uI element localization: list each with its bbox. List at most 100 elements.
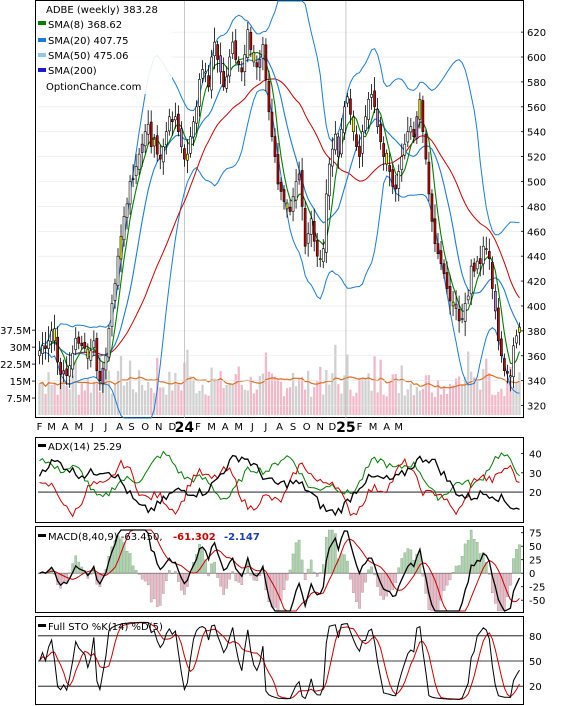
time-axis-label: A (62, 422, 69, 433)
candle-body (349, 98, 352, 115)
volume-bar (104, 371, 108, 415)
candle-body (391, 169, 395, 187)
candle-body (370, 94, 373, 98)
volume-bar (122, 385, 126, 415)
macd-histogram-bar (421, 573, 425, 577)
price-tick-label: 620 (527, 28, 546, 39)
candle-body (270, 111, 274, 137)
candle-body (249, 31, 253, 50)
candle-body (122, 216, 126, 241)
macd-histogram-bar (466, 540, 470, 574)
volume-bar (409, 383, 412, 415)
candle-body (415, 116, 419, 139)
volume-bar (500, 388, 503, 415)
candle-body (231, 41, 235, 54)
price-tick-label: 440 (527, 252, 546, 263)
volume-bar (334, 344, 337, 415)
candle-body (192, 121, 195, 138)
time-axis-label: N (155, 422, 162, 433)
volume-bar (71, 375, 74, 415)
volume-bar (77, 394, 80, 415)
time-axis-label: F (357, 422, 363, 433)
candle-body (146, 123, 150, 135)
macd-histogram-bar (155, 573, 159, 607)
candle-body (439, 250, 443, 264)
macd-histogram-bar (463, 543, 467, 574)
volume-bar (328, 384, 331, 415)
lower-band-line (39, 89, 520, 419)
candle-body (500, 338, 503, 357)
volume-bar (243, 389, 246, 415)
macd-histogram-bar (367, 569, 370, 574)
volume-bar (358, 377, 361, 415)
sto-indicator: 80 50 20 (38, 621, 542, 701)
macd-histogram-bar (321, 564, 325, 574)
macd-signal-line (39, 529, 520, 612)
candle-body (279, 181, 283, 192)
candle-body (291, 196, 295, 212)
volume-bar (159, 387, 162, 415)
candle-body (143, 131, 147, 147)
macd-histogram-bar (98, 573, 102, 588)
price-tick-label: 380 (527, 327, 546, 338)
volume-bar (322, 394, 325, 415)
sto-d-line (39, 622, 520, 700)
legend-sma8: SMA(8) 368.62 (48, 20, 122, 31)
time-axis-label: M (207, 422, 216, 433)
sto-tick-label: 50 (529, 657, 542, 668)
volume-bar (201, 384, 204, 415)
candle-body (424, 133, 428, 160)
candle-body (433, 218, 437, 245)
volume-bar (255, 389, 258, 415)
candle-body (494, 291, 497, 312)
candle-body (285, 202, 289, 210)
candle-body (294, 181, 298, 201)
candle-body (376, 108, 379, 128)
macd-histogram-bar (442, 573, 446, 591)
volume-bar (198, 390, 201, 415)
time-axis-label: M (47, 422, 56, 433)
macd-histogram-bar (518, 544, 521, 574)
candle-body (225, 76, 228, 89)
candle-body (243, 54, 247, 73)
sto-panel (35, 616, 524, 705)
macd-histogram-bar (309, 559, 313, 574)
time-axis-label: 25 (336, 420, 355, 436)
volume-bar (300, 376, 304, 415)
candle-body (418, 99, 422, 120)
volume-bar (364, 378, 367, 415)
candle-body (74, 338, 78, 350)
macd-tick-label: 0 (529, 569, 535, 580)
macd-histogram-bar (213, 561, 216, 574)
volume-bar (95, 383, 99, 415)
sto-label-swatch (38, 624, 46, 627)
time-axis-label: J (90, 422, 94, 433)
volume-bar (491, 394, 494, 415)
time-axis-label: F (195, 422, 201, 433)
candle-body (177, 113, 180, 133)
volume-bar (379, 359, 382, 415)
macd-histogram-bar (397, 567, 401, 574)
candle-body (343, 106, 346, 134)
volume-bar (101, 377, 105, 415)
volume-bar (273, 376, 277, 415)
volume-bar (515, 382, 518, 415)
volume-bar (116, 370, 120, 415)
volume-tick-label: 22.5M (0, 360, 31, 371)
volume-bar (457, 376, 461, 415)
volume-bar (370, 390, 373, 415)
candle-body (364, 116, 367, 131)
candle-body (487, 251, 491, 259)
price-tick-label: 340 (527, 377, 546, 388)
volume-bar (497, 391, 500, 415)
volume-bar (512, 386, 515, 415)
time-axis-label: A (276, 422, 283, 433)
volume-bar (174, 372, 177, 415)
sto-tick-label: 80 (529, 632, 542, 643)
candle-body (346, 96, 349, 104)
macd-histogram-bar (216, 573, 219, 578)
volume-bar (394, 374, 397, 415)
time-axis-label: D (168, 422, 176, 433)
price-tick-label: 480 (527, 202, 546, 213)
